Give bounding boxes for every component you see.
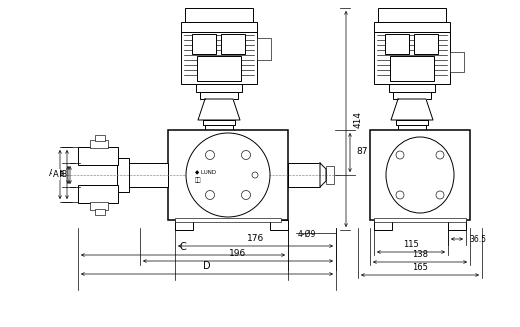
Bar	[390, 56, 434, 81]
Bar	[90, 140, 108, 148]
Bar	[200, 92, 238, 99]
Bar	[374, 220, 392, 230]
Circle shape	[205, 191, 215, 199]
Text: 计量: 计量	[195, 177, 202, 183]
Bar	[117, 158, 129, 192]
Bar	[288, 163, 320, 187]
Bar	[378, 8, 446, 22]
Text: 176: 176	[248, 234, 265, 243]
Bar	[414, 34, 438, 54]
Bar	[175, 220, 193, 230]
Bar	[95, 209, 105, 215]
Bar	[185, 8, 253, 22]
Ellipse shape	[386, 137, 454, 213]
Bar	[90, 202, 108, 210]
Bar	[448, 220, 466, 230]
Polygon shape	[320, 163, 326, 187]
Polygon shape	[391, 99, 433, 120]
Bar	[385, 34, 409, 54]
Bar	[196, 84, 242, 92]
Ellipse shape	[186, 133, 270, 217]
Bar	[78, 185, 118, 203]
Circle shape	[205, 150, 215, 160]
Text: 165: 165	[412, 263, 428, 272]
Bar	[181, 22, 257, 32]
Text: ◆ LUND: ◆ LUND	[195, 169, 216, 175]
Text: 36.5: 36.5	[469, 234, 486, 244]
Text: A: A	[56, 169, 62, 179]
Circle shape	[252, 172, 258, 178]
Bar	[257, 38, 271, 60]
Text: ØB: ØB	[57, 169, 68, 179]
Bar	[370, 130, 470, 220]
Bar	[326, 166, 334, 184]
Text: D: D	[203, 261, 211, 271]
Text: C: C	[179, 242, 186, 252]
Text: A: A	[53, 170, 59, 179]
Bar	[374, 218, 466, 222]
Circle shape	[241, 191, 251, 199]
Circle shape	[436, 151, 444, 159]
Bar	[450, 52, 464, 72]
Text: 196: 196	[229, 249, 246, 258]
Bar	[389, 84, 435, 92]
Bar	[181, 32, 257, 84]
Polygon shape	[198, 99, 240, 120]
Text: 87: 87	[356, 147, 368, 157]
Bar	[374, 22, 450, 32]
Bar	[128, 163, 168, 187]
Text: 138: 138	[412, 250, 428, 259]
Circle shape	[396, 151, 404, 159]
Bar	[396, 120, 428, 125]
Text: 115: 115	[403, 240, 419, 249]
Bar	[374, 32, 450, 84]
Bar	[203, 120, 235, 125]
Bar	[270, 220, 288, 230]
Text: 414: 414	[354, 111, 363, 128]
Circle shape	[241, 150, 251, 160]
Bar	[197, 56, 241, 81]
Text: A: A	[49, 169, 55, 179]
Bar	[168, 130, 288, 220]
Text: ØB: ØB	[55, 171, 65, 177]
Bar	[398, 125, 426, 130]
Circle shape	[396, 191, 404, 199]
Circle shape	[436, 191, 444, 199]
Bar	[393, 92, 431, 99]
Bar	[205, 125, 233, 130]
Bar	[78, 147, 118, 165]
Bar	[221, 34, 245, 54]
Text: 4-Ø9: 4-Ø9	[298, 230, 316, 238]
Bar	[95, 135, 105, 141]
Bar	[192, 34, 216, 54]
Bar	[175, 218, 281, 222]
